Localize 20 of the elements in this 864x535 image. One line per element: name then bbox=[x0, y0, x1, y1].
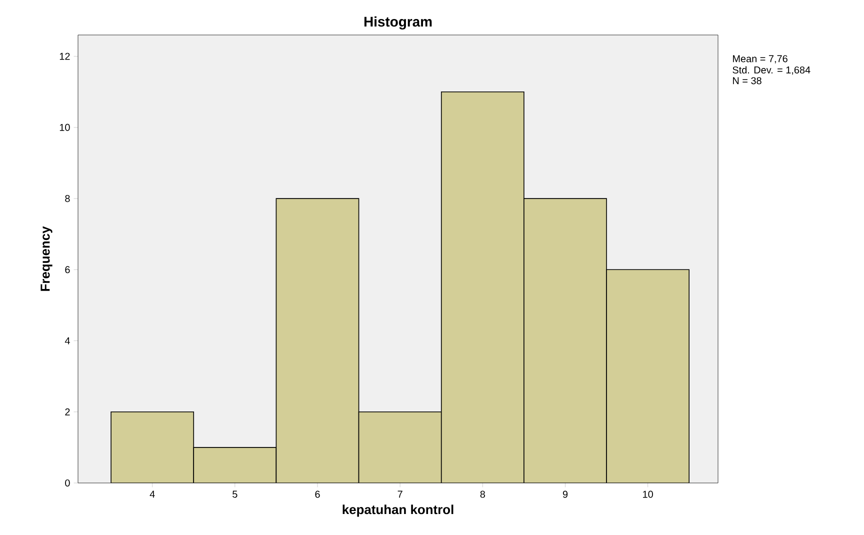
x-axis-title: kepatuhan kontrol bbox=[342, 504, 454, 517]
x-tick-label: 9 bbox=[562, 490, 568, 498]
y-tick-label: 4 bbox=[64, 337, 70, 344]
y-tick-label: 8 bbox=[65, 195, 70, 202]
x-tick-label: 10 bbox=[643, 490, 653, 498]
x-tick-label: 5 bbox=[232, 490, 238, 498]
chart-title: Histogram bbox=[364, 16, 432, 30]
text: Mean = 7,76 bbox=[733, 55, 788, 64]
y-tick-label: 10 bbox=[60, 124, 70, 131]
x-tick-label: 6 bbox=[315, 490, 320, 498]
text: Std. Dev. = 1,684 bbox=[732, 66, 810, 75]
y-tick-label: 2 bbox=[65, 408, 70, 416]
y-tick-label: 6 bbox=[65, 266, 70, 274]
y-tick-label: 12 bbox=[60, 52, 70, 60]
x-tick-label: 4 bbox=[150, 490, 155, 498]
x-tick-label: 7 bbox=[398, 490, 402, 498]
text: N = 38 bbox=[733, 77, 762, 84]
y-tick-label: 0 bbox=[65, 479, 70, 487]
x-tick-label: 8 bbox=[480, 490, 485, 498]
y-axis-title: Frequency bbox=[40, 226, 52, 291]
